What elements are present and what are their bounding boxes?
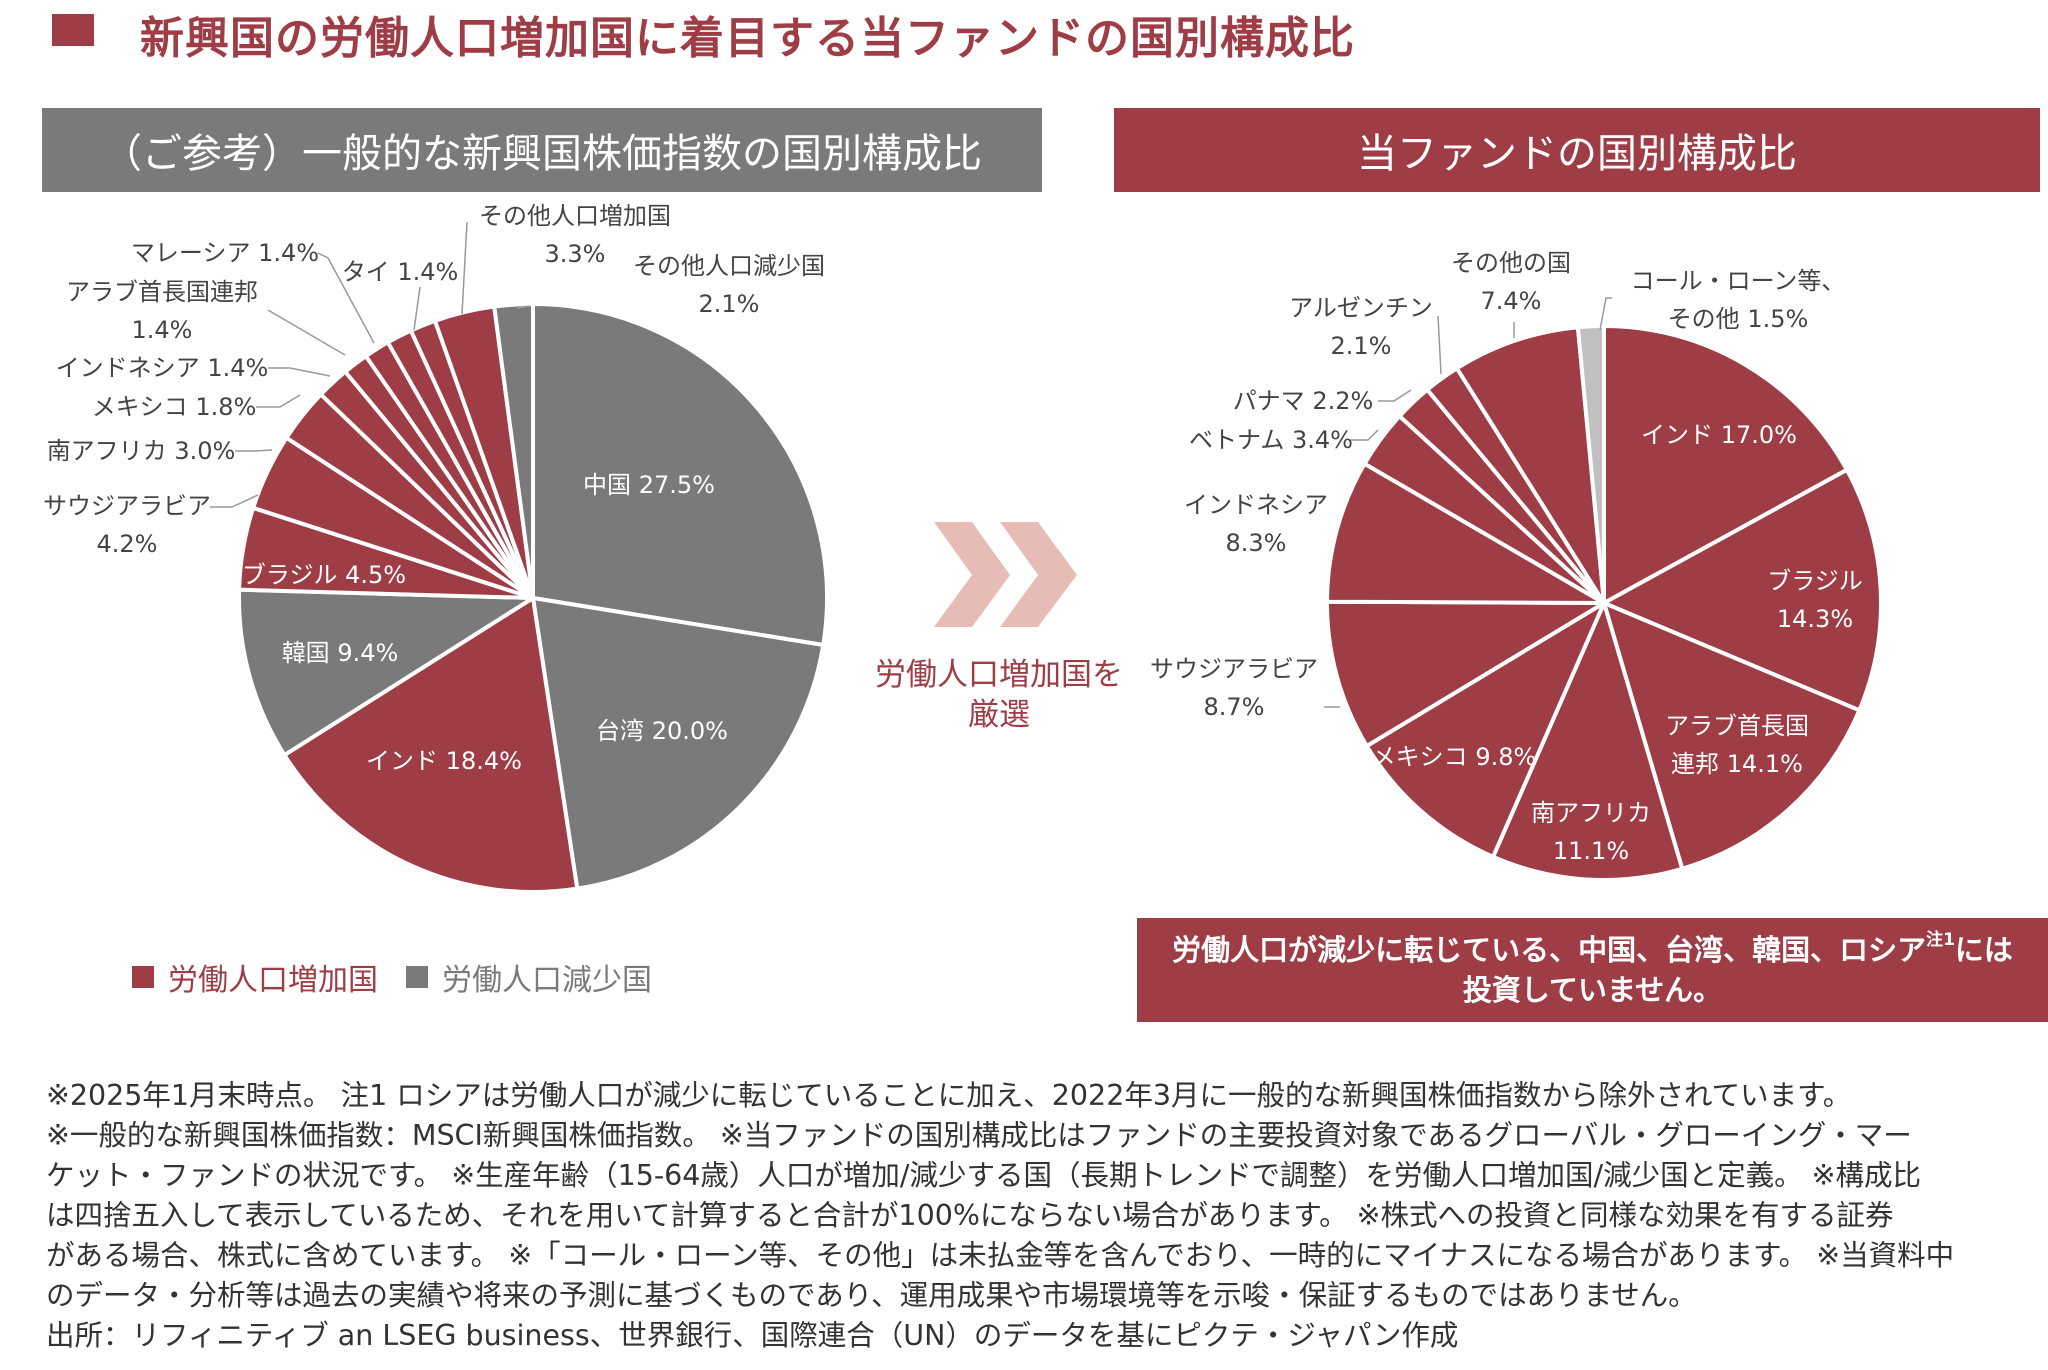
label-fund-indonesia: インドネシア 8.3% (1184, 491, 1328, 557)
note-sup: 注1 (1926, 930, 1955, 950)
label-other-decrease: その他人口減少国 2.1% (633, 252, 825, 318)
selection-caption: 労働人口増加国を 厳選 (875, 655, 1123, 735)
label-fund-panama: パナマ 2.2% (1232, 387, 1374, 415)
leader-line (1350, 429, 1379, 441)
selection-caption-line: 厳選 (968, 697, 1030, 733)
label-saudi: サウジアラビア 4.2% (43, 492, 211, 558)
legend-item-decrease: 労働人口減少国 (406, 955, 652, 999)
leader-line (256, 394, 301, 408)
label-fund-argentina: アルゼンチン 2.1% (1289, 294, 1433, 360)
label-indonesia: インドネシア 1.4% (55, 354, 269, 382)
pie-slice-その他人口減少国 (492, 302, 535, 600)
legend-item-increase: 労働人口増加国 (132, 955, 378, 999)
note-tail: には (1954, 933, 2013, 967)
label-fund-saudi: サウジアラビア 8.7% (1150, 655, 1318, 721)
label-fund-south-africa: 南アフリカ 11.1% (1531, 799, 1651, 865)
note-text: 労働人口が減少に転じている、中国、台湾、韓国、ロシア (1172, 933, 1927, 967)
legend-label: 労働人口増加国 (168, 963, 378, 998)
footnote-line: 出所：リフィニティブ an LSEG business、世界銀行、国際連合（UN… (46, 1319, 1459, 1352)
leader-line (210, 494, 259, 508)
page-title: 新興国の労働人口増加国に着目する当ファンドの国別構成比 (140, 13, 1355, 64)
label-mexico: メキシコ 1.8% (91, 393, 257, 421)
pie-slice-ブラジル (1602, 467, 1883, 713)
footnote-line: ※一般的な新興国株価指数：MSCI新興国株価指数。 ※当ファンドの国別構成比はフ… (46, 1119, 1912, 1152)
pie-slice-メキシコ (1364, 601, 1606, 859)
footnote-line: ケット・ファンドの状況です。 ※生産年齢（15-64歳）人口が増加/減少する国（… (46, 1159, 1922, 1192)
footnote-line: のデータ・分析等は過去の実績や将来の予測に基づくものであり、運用成果や市場環境等… (46, 1279, 1697, 1312)
leader-line (1378, 389, 1412, 402)
leader-lines (210, 221, 1612, 708)
legend-label: 労働人口減少国 (442, 963, 652, 998)
label-taiwan: 台湾 20.0% (596, 717, 728, 745)
label-malaysia: マレーシア 1.4% (130, 239, 320, 267)
leader-line (268, 367, 331, 377)
footnotes: ※2025年1月末時点。 注1 ロシアは労働人口が減少に転じていることに加え、2… (46, 1076, 2036, 1356)
note-line2: 投資していません。 (1462, 973, 1723, 1007)
leader-line (516, 305, 531, 309)
label-thailand: タイ 1.4% (341, 258, 459, 286)
footnote-line: がある場合、株式に含めています。 ※「コール・ローン等、その他」は未払金等を含ん… (46, 1239, 1955, 1272)
selection-caption-line: 労働人口増加国を (875, 657, 1123, 693)
leader-line (1599, 297, 1612, 331)
legend-swatch (406, 966, 428, 988)
right-pie (1324, 324, 1883, 882)
label-india: インド 18.4% (366, 747, 522, 775)
pie-slice-コール・ローン等、その他 (1575, 324, 1606, 605)
pie-slice-サウジアラビア (1324, 599, 1606, 749)
footnote-line: ※2025年1月末時点。 注1 ロシアは労働人口が減少に転じていることに加え、2… (46, 1079, 1852, 1112)
label-fund-uae: アラブ首長国 連邦 14.1% (1665, 712, 1809, 778)
footnote-line: は四捨五入して表示しているため、それを用いて計算すると合計が100%にならない場… (46, 1199, 1894, 1232)
leader-line (461, 221, 468, 315)
right-chart-header: 当ファンドの国別構成比 (1114, 108, 2040, 192)
pie-slice-中国 (531, 302, 829, 647)
leader-line (413, 286, 421, 331)
pie-slice-インドネシア (1325, 461, 1606, 605)
selection-arrow-icon (934, 522, 1077, 627)
leader-line (1437, 315, 1442, 375)
legend-swatch (132, 966, 154, 988)
label-fund-india: インド 17.0% (1641, 421, 1797, 449)
label-brazil: ブラジル 4.5% (241, 561, 407, 589)
pie-slice-韓国 (237, 587, 535, 758)
label-fund-vietnam: ベトナム 3.4% (1189, 426, 1353, 454)
left-pie (237, 302, 829, 894)
label-south-africa: 南アフリカ 3.0% (46, 437, 236, 465)
leader-line (317, 252, 375, 344)
pie-slice-その他の国 (1454, 325, 1606, 605)
label-fund-brazil: ブラジル 14.3% (1767, 567, 1863, 633)
left-chart-header: （ご参考）一般的な新興国株価指数の国別構成比 (42, 108, 1042, 192)
label-other-increase: その他人口増加国 3.3% (479, 202, 671, 268)
legend: 労働人口増加国 労働人口減少国 (132, 955, 680, 999)
label-korea: 韓国 9.4% (281, 639, 399, 667)
label-uae: アラブ首長国連邦 1.4% (66, 278, 258, 344)
pie-slice-アラブ首長国連邦 (1602, 601, 1862, 871)
label-fund-mexico: メキシコ 9.8% (1371, 743, 1537, 771)
note-box: 労働人口が減少に転じている、中国、台湾、韓国、ロシア注1には 投資していません。 (1137, 918, 2048, 1022)
leader-line (235, 449, 273, 452)
label-fund-call-loan: コール・ローン等、 その他 1.5% (1630, 267, 1846, 333)
pie-slice-南アフリカ (1491, 601, 1685, 882)
title-bullet-square (52, 14, 94, 46)
pie-slice-インド (282, 596, 580, 894)
pie-slice-インド (1602, 324, 1849, 605)
label-china: 中国 27.5% (583, 471, 715, 499)
label-fund-other-countries: その他の国 7.4% (1451, 249, 1571, 315)
leader-line (267, 309, 346, 356)
pie-slice-台湾 (531, 596, 826, 891)
